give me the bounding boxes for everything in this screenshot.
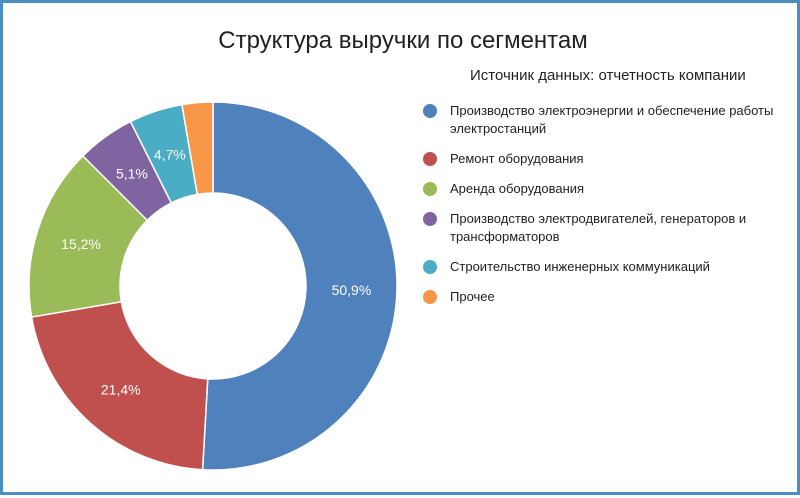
slice-data-label: 15,2% [61, 236, 101, 252]
legend-marker [423, 212, 437, 226]
legend-item: Производство электродвигателей, генерато… [423, 210, 783, 246]
legend-item: Прочее [423, 288, 783, 306]
legend-item: Производство электроэнергии и обеспечени… [423, 102, 783, 138]
slice-data-label: 4,7% [154, 146, 186, 162]
legend-marker [423, 152, 437, 166]
legend-item: Аренда оборудования [423, 180, 783, 198]
legend-item: Ремонт оборудования [423, 150, 783, 168]
legend-marker [423, 260, 437, 274]
legend-label: Производство электродвигателей, генерато… [450, 211, 747, 244]
slice-data-label: 50,9% [332, 282, 372, 298]
chart-legend: Производство электроэнергии и обеспечени… [423, 102, 783, 318]
donut-slice [201, 101, 398, 471]
legend-marker [423, 182, 437, 196]
legend-label: Прочее [450, 289, 495, 304]
legend-label: Аренда оборудования [450, 181, 585, 196]
chart-title: Структура выручки по сегментам [218, 27, 588, 54]
legend-item: Строительство инженерных коммуникаций [423, 258, 783, 276]
slice-data-label: 21,4% [101, 381, 141, 397]
donut-chart: 50,9% 21,4% 15,2% 5,1% 4,7% [28, 101, 398, 471]
slice-data-label: 5,1% [116, 166, 148, 182]
chart-subtitle: Источник данных: отчетность компании [470, 67, 746, 84]
legend-marker [423, 290, 437, 304]
donut-slice [30, 300, 209, 471]
legend-label: Ремонт оборудования [450, 151, 584, 166]
legend-label: Производство электроэнергии и обеспечени… [450, 103, 774, 136]
legend-marker [423, 104, 437, 118]
donut-slice [181, 101, 214, 196]
legend-label: Строительство инженерных коммуникаций [450, 259, 710, 274]
